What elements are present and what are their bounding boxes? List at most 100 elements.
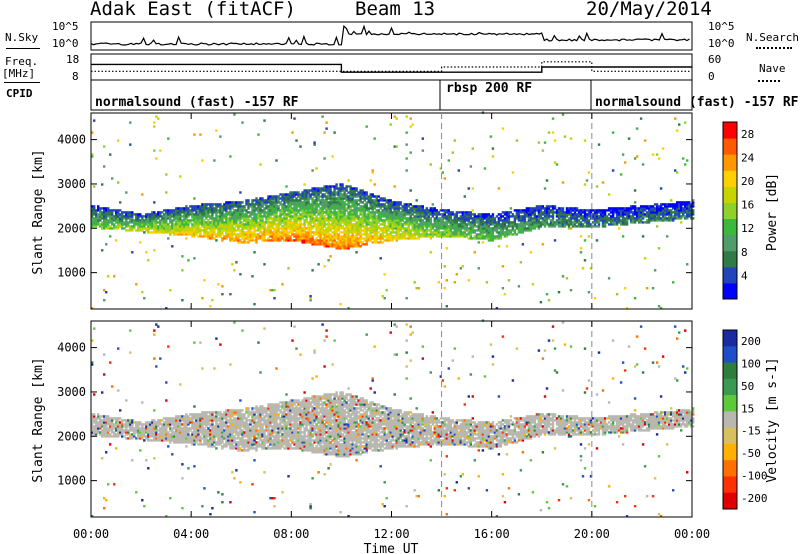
power-cell <box>381 199 384 202</box>
power-cell <box>325 195 328 198</box>
power-cell <box>211 215 214 218</box>
power-cell <box>261 221 264 224</box>
power-cell <box>269 201 272 204</box>
power-cell <box>319 209 322 212</box>
power-cell <box>217 233 220 236</box>
power-cell <box>219 217 222 220</box>
power-cell <box>243 215 246 218</box>
power-cell <box>383 223 386 226</box>
power-cell <box>373 231 376 234</box>
power-cell <box>409 151 412 154</box>
power-cell <box>211 207 214 210</box>
power-cell <box>253 203 256 206</box>
power-cell <box>335 245 338 248</box>
power-cell <box>325 187 328 190</box>
power-cell <box>205 231 208 234</box>
power-cell <box>207 227 210 230</box>
power-cell <box>181 229 184 232</box>
power-cell <box>307 191 310 194</box>
power-cell <box>281 237 284 240</box>
power-cell <box>201 209 204 212</box>
power-cell <box>201 297 204 300</box>
power-cell <box>437 281 440 284</box>
power-cell <box>225 237 228 240</box>
power-cell <box>359 221 362 224</box>
power-cell <box>223 203 226 206</box>
power-cell <box>111 217 114 220</box>
power-cell <box>569 289 573 292</box>
power-cell <box>117 217 120 220</box>
power-cell <box>295 227 298 230</box>
power-cell <box>537 141 541 144</box>
power-cell <box>347 233 350 236</box>
power-cell <box>217 205 220 208</box>
power-cell <box>347 207 350 210</box>
power-cell <box>355 231 358 234</box>
power-cell <box>319 243 322 246</box>
power-cell <box>451 151 454 154</box>
power-cell <box>379 205 382 208</box>
power-cell <box>309 211 312 214</box>
power-cell <box>313 205 316 208</box>
power-cell <box>361 225 364 228</box>
power-cell <box>349 199 352 202</box>
power-cell <box>375 205 378 208</box>
power-cell <box>319 237 322 240</box>
power-cell <box>209 207 212 210</box>
power-cell <box>139 223 142 226</box>
power-cell <box>101 211 104 214</box>
power-cell <box>355 221 358 224</box>
power-cell <box>93 209 96 212</box>
power-cell <box>107 221 110 224</box>
power-cell <box>317 205 320 208</box>
power-cell <box>125 221 128 224</box>
power-cell <box>367 209 370 212</box>
power-cell <box>321 223 324 226</box>
power-cell <box>259 197 262 200</box>
power-cell <box>253 225 256 228</box>
power-cell <box>365 205 368 208</box>
power-cell <box>371 225 374 228</box>
power-cell <box>167 231 170 234</box>
power-cell <box>133 221 136 224</box>
power-cell <box>287 221 290 224</box>
power-cell <box>365 233 368 236</box>
power-cell <box>303 193 306 196</box>
power-cell <box>239 205 242 208</box>
power-cell <box>323 217 326 220</box>
power-cell <box>217 223 220 226</box>
power-cell <box>375 239 378 242</box>
power-cell <box>271 239 274 242</box>
power-cell <box>241 207 244 210</box>
power-cell <box>245 215 248 218</box>
power-cell <box>191 217 194 220</box>
power-cell <box>187 233 190 236</box>
power-cell <box>565 277 569 280</box>
power-cell <box>195 213 198 216</box>
power-cell <box>419 205 422 208</box>
power-cell <box>285 195 288 198</box>
power-cell <box>155 227 158 230</box>
power-cell <box>241 237 244 240</box>
power-cell <box>157 211 160 214</box>
power-cell <box>369 195 372 198</box>
power-cell <box>187 221 190 224</box>
power-cell <box>335 231 338 234</box>
power-cell <box>295 139 298 142</box>
power-cell <box>241 211 244 214</box>
power-cell <box>229 239 232 242</box>
power-cell <box>123 215 126 218</box>
power-cell <box>285 223 288 226</box>
power-cell <box>365 215 368 218</box>
power-cell <box>321 205 324 208</box>
power-cell <box>333 195 336 198</box>
power-cell <box>121 213 124 216</box>
power-cell <box>371 195 374 198</box>
power-cell <box>676 129 679 132</box>
power-cell <box>231 221 234 224</box>
power-cell <box>329 187 332 190</box>
power-cell <box>129 225 132 228</box>
power-cell <box>273 215 276 218</box>
power-cell <box>491 147 495 150</box>
power-cell <box>183 231 186 234</box>
